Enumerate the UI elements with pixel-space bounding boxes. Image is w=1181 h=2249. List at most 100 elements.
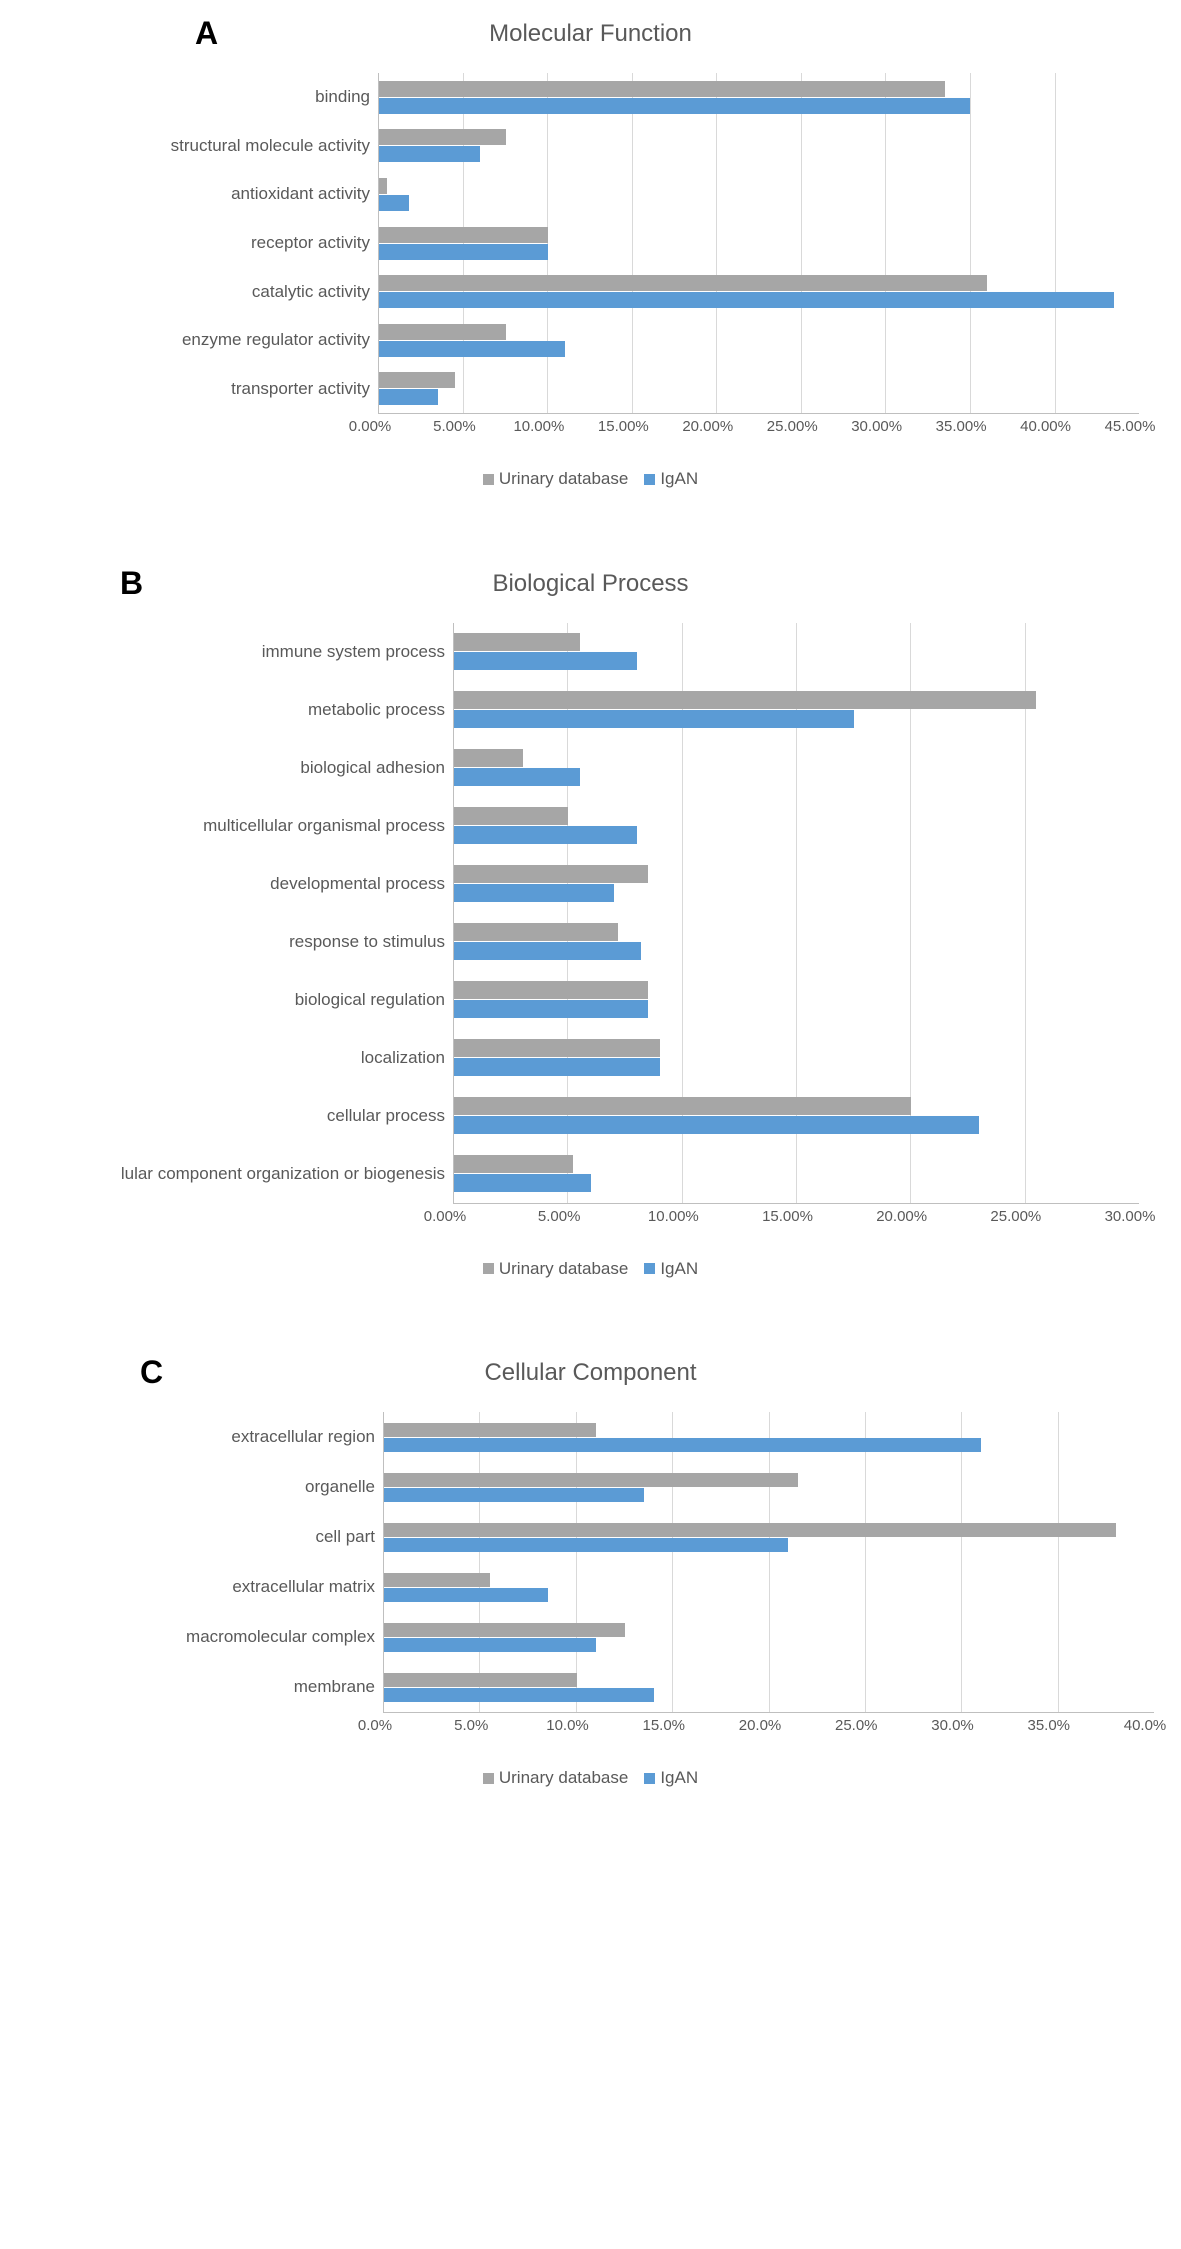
category-label: membrane <box>100 1662 375 1712</box>
x-tick-label: 10.00% <box>513 418 564 435</box>
x-tick-label: 25.00% <box>990 1208 1041 1225</box>
category-label: enzyme regulator activity <box>100 316 370 365</box>
bar-igan <box>384 1638 596 1652</box>
bar-urinary <box>379 178 387 194</box>
x-tick-label: 15.00% <box>598 418 649 435</box>
category-bar-group <box>379 122 1139 171</box>
x-tick-label: 25.0% <box>835 1717 878 1734</box>
legend-label: IgAN <box>660 1259 698 1279</box>
x-tick-label: 30.00% <box>851 418 902 435</box>
legend-label: IgAN <box>660 469 698 489</box>
x-tick-label: 15.00% <box>762 1208 813 1225</box>
bar-urinary <box>384 1523 1116 1537</box>
category-label: biological regulation <box>100 971 445 1029</box>
bar-igan <box>454 942 641 960</box>
panel-letter: A <box>195 15 218 52</box>
legend: Urinary database IgAN <box>20 1259 1161 1280</box>
bar-urinary <box>384 1423 596 1437</box>
legend-item-urinary: Urinary database <box>483 469 628 489</box>
category-label: cell part <box>100 1512 375 1562</box>
category-bar-group <box>454 739 1139 797</box>
x-axis: 0.00%5.00%10.00%15.00%20.00%25.00%30.00% <box>445 1204 1130 1224</box>
bar-urinary <box>454 1039 660 1057</box>
category-bar-group <box>454 855 1139 913</box>
x-tick-label: 30.0% <box>931 1717 974 1734</box>
chart-title: Biological Process <box>20 570 1161 598</box>
x-tick-label: 0.00% <box>349 418 392 435</box>
bars-wrap <box>379 73 1139 413</box>
x-tick-label: 35.0% <box>1027 1717 1070 1734</box>
category-label: transporter activity <box>100 364 370 413</box>
category-bar-group <box>379 219 1139 268</box>
category-bar-group <box>384 1612 1154 1662</box>
chart-panel-a: AMolecular Functionbindingstructural mol… <box>20 20 1161 490</box>
bar-igan <box>379 292 1114 308</box>
legend-item-urinary: Urinary database <box>483 1259 628 1279</box>
bar-igan <box>384 1538 788 1552</box>
legend-swatch-icon <box>483 1263 494 1274</box>
category-bar-group <box>384 1562 1154 1612</box>
bars-wrap <box>384 1412 1154 1712</box>
legend-swatch-icon <box>644 474 655 485</box>
y-axis-labels: bindingstructural molecule activityantio… <box>100 73 378 413</box>
category-bar-group <box>384 1462 1154 1512</box>
category-label: structural molecule activity <box>100 122 370 171</box>
category-bar-group <box>454 797 1139 855</box>
bar-igan <box>384 1438 981 1452</box>
bar-igan <box>454 710 854 728</box>
bar-urinary <box>379 81 945 97</box>
bar-igan <box>454 1000 648 1018</box>
chart-body: bindingstructural molecule activityantio… <box>100 73 1161 414</box>
bar-urinary <box>384 1623 625 1637</box>
chart-body: immune system processmetabolic processbi… <box>100 623 1161 1204</box>
category-label: extracellular matrix <box>100 1562 375 1612</box>
x-tick-label: 10.00% <box>648 1208 699 1225</box>
category-label: antioxidant activity <box>100 170 370 219</box>
category-label: cellular process <box>100 1087 445 1145</box>
bar-urinary <box>454 807 568 825</box>
x-axis: 0.0%5.0%10.0%15.0%20.0%25.0%30.0%35.0%40… <box>375 1713 1145 1733</box>
category-bar-group <box>379 364 1139 413</box>
x-tick-label: 0.00% <box>424 1208 467 1225</box>
y-axis-labels: immune system processmetabolic processbi… <box>100 623 453 1203</box>
legend-item-igan: IgAN <box>644 469 698 489</box>
category-bar-group <box>384 1512 1154 1562</box>
category-label: binding <box>100 73 370 122</box>
x-tick-label: 40.00% <box>1020 418 1071 435</box>
bar-igan <box>454 768 580 786</box>
bar-urinary <box>379 372 455 388</box>
legend-swatch-icon <box>483 474 494 485</box>
bar-urinary <box>454 633 580 651</box>
category-label: biological adhesion <box>100 739 445 797</box>
panel-letter: C <box>140 1354 163 1391</box>
bar-igan <box>454 1174 591 1192</box>
bar-igan <box>379 98 970 114</box>
y-axis-labels: extracellular regionorganellecell partex… <box>100 1412 383 1712</box>
bar-urinary <box>379 129 506 145</box>
bar-urinary <box>379 324 506 340</box>
bar-urinary <box>454 749 523 767</box>
category-label: developmental process <box>100 855 445 913</box>
category-label: multicellular organismal process <box>100 797 445 855</box>
bar-urinary <box>384 1673 577 1687</box>
bar-urinary <box>379 227 548 243</box>
bar-urinary <box>454 1097 911 1115</box>
bar-igan <box>454 1116 979 1134</box>
bar-igan <box>384 1488 644 1502</box>
plot-area <box>378 73 1139 414</box>
bar-igan <box>379 146 480 162</box>
category-bar-group <box>379 267 1139 316</box>
legend-swatch-icon <box>483 1773 494 1784</box>
bar-igan <box>454 652 637 670</box>
x-tick-label: 0.0% <box>358 1717 392 1734</box>
legend: Urinary database IgAN <box>20 469 1161 490</box>
bar-igan <box>384 1588 548 1602</box>
category-bar-group <box>384 1412 1154 1462</box>
category-label: macromolecular complex <box>100 1612 375 1662</box>
x-tick-label: 35.00% <box>936 418 987 435</box>
x-tick-label: 20.00% <box>682 418 733 435</box>
category-bar-group <box>454 623 1139 681</box>
chart-title: Cellular Component <box>20 1359 1161 1387</box>
bar-urinary <box>454 923 618 941</box>
legend-swatch-icon <box>644 1773 655 1784</box>
